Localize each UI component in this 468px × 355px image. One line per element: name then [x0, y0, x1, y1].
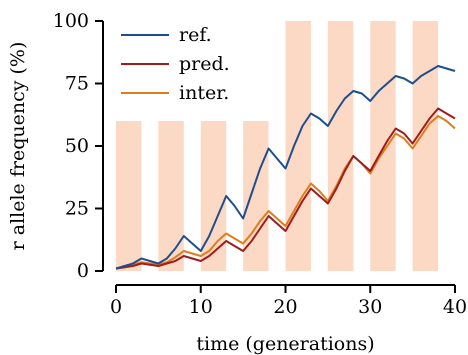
y-ticks: 0 25 50 75 100 — [53, 10, 103, 282]
x-tick-label: 10 — [189, 296, 213, 318]
legend-label: inter. — [179, 82, 229, 104]
y-tick-label: 0 — [77, 260, 89, 282]
y-tick-label: 100 — [53, 10, 89, 32]
shaded-period-3 — [243, 121, 269, 271]
series-line-pred — [115, 107, 456, 270]
shaded-period-4 — [285, 21, 311, 271]
axes — [102, 21, 455, 286]
series-lines — [115, 65, 456, 270]
shaded-period-1 — [158, 121, 184, 271]
shaded-period-0 — [116, 121, 142, 271]
x-ticks: 0 10 20 30 40 — [110, 285, 467, 318]
y-axis-title: r allele frequency (%) — [7, 42, 29, 251]
shaded-period-2 — [200, 121, 227, 271]
x-tick-label: 30 — [358, 296, 382, 318]
shaded-period-5 — [327, 21, 354, 271]
y-tick-label: 75 — [65, 73, 89, 95]
legend: ref. pred. inter. — [121, 24, 230, 104]
y-tick-label: 50 — [65, 135, 89, 157]
shaded-periods — [116, 21, 439, 271]
x-tick-label: 20 — [273, 296, 297, 318]
shaded-period-6 — [370, 21, 396, 271]
x-axis-title: time (generations) — [196, 333, 374, 355]
legend-label: pred. — [179, 53, 230, 75]
x-tick-label: 0 — [110, 296, 122, 318]
x-tick-label: 40 — [443, 296, 467, 318]
series-line-inter — [115, 115, 456, 270]
y-tick-label: 25 — [65, 198, 89, 220]
series-line-ref — [115, 65, 456, 270]
shaded-period-7 — [412, 21, 439, 271]
legend-label: ref. — [179, 24, 212, 46]
